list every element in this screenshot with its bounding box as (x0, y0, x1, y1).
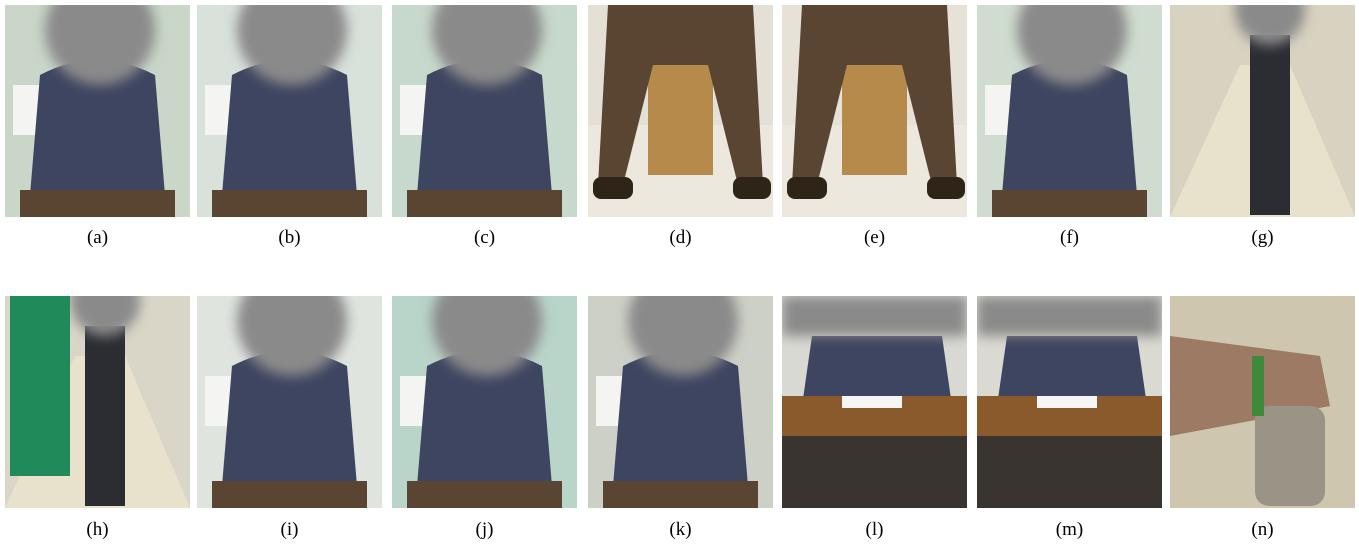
shoe-right (733, 177, 771, 199)
shoe-left (593, 177, 633, 199)
nurse (10, 296, 70, 476)
legs (992, 190, 1147, 220)
paper (842, 396, 902, 408)
caption: (d) (669, 227, 691, 248)
photo (5, 266, 190, 508)
photo (197, 0, 382, 220)
photo (197, 266, 382, 511)
legs (212, 481, 367, 511)
legs (407, 190, 562, 220)
image-panel (588, 5, 773, 217)
photo (782, 296, 967, 508)
image-panel (977, 0, 1162, 220)
chair (842, 65, 907, 175)
torso (802, 336, 952, 406)
caption: (m) (1056, 519, 1083, 540)
torso (997, 336, 1147, 406)
caption: (h) (86, 519, 108, 540)
image-panel (197, 266, 382, 511)
blurred-face (432, 266, 542, 376)
image-panel (197, 0, 382, 220)
photo (392, 0, 577, 220)
photo (1170, 0, 1355, 217)
image-panel (392, 266, 577, 511)
caption: (i) (281, 519, 299, 540)
legs (407, 481, 562, 511)
caption: (a) (87, 227, 108, 248)
image-panel (392, 0, 577, 220)
image-panel (1170, 296, 1355, 508)
person (85, 326, 125, 506)
image-panel (782, 296, 967, 508)
wristband (1252, 356, 1264, 416)
bottle (1255, 406, 1325, 506)
caption: (c) (474, 227, 495, 248)
legs (603, 481, 758, 511)
shoe-right (927, 177, 965, 199)
caption: (e) (864, 227, 885, 248)
caption: (f) (1060, 227, 1079, 248)
photo (588, 266, 773, 511)
under-desk (977, 436, 1162, 508)
image-panel (1170, 0, 1355, 217)
person (1250, 35, 1290, 215)
caption: (j) (476, 519, 494, 540)
photo (977, 0, 1162, 220)
legs (212, 190, 367, 220)
caption: (b) (278, 227, 300, 248)
paper (1037, 396, 1097, 408)
photo (5, 0, 190, 220)
shoe-left (787, 177, 827, 199)
photo (1170, 296, 1355, 508)
photo (392, 266, 577, 511)
image-panel (5, 266, 190, 508)
caption: (g) (1251, 227, 1273, 248)
blurred-face (628, 266, 738, 376)
photo (977, 296, 1162, 508)
photo (782, 5, 967, 217)
image-panel (5, 0, 190, 220)
caption: (n) (1251, 519, 1273, 540)
blurred-face (977, 296, 1162, 336)
blurred-face (782, 296, 967, 336)
photo (588, 5, 773, 217)
blurred-face (237, 266, 347, 376)
legs (20, 190, 175, 220)
figure: (a) (b) (c) (d) (e) (f) (g) (h) (i) (j) (k) (l) (m) (… (0, 0, 1359, 550)
image-panel (782, 5, 967, 217)
image-panel (588, 266, 773, 511)
caption: (k) (669, 519, 691, 540)
under-desk (782, 436, 967, 508)
image-panel (977, 296, 1162, 508)
caption: (l) (866, 519, 884, 540)
blurred-face (70, 266, 140, 336)
chair (648, 65, 713, 175)
